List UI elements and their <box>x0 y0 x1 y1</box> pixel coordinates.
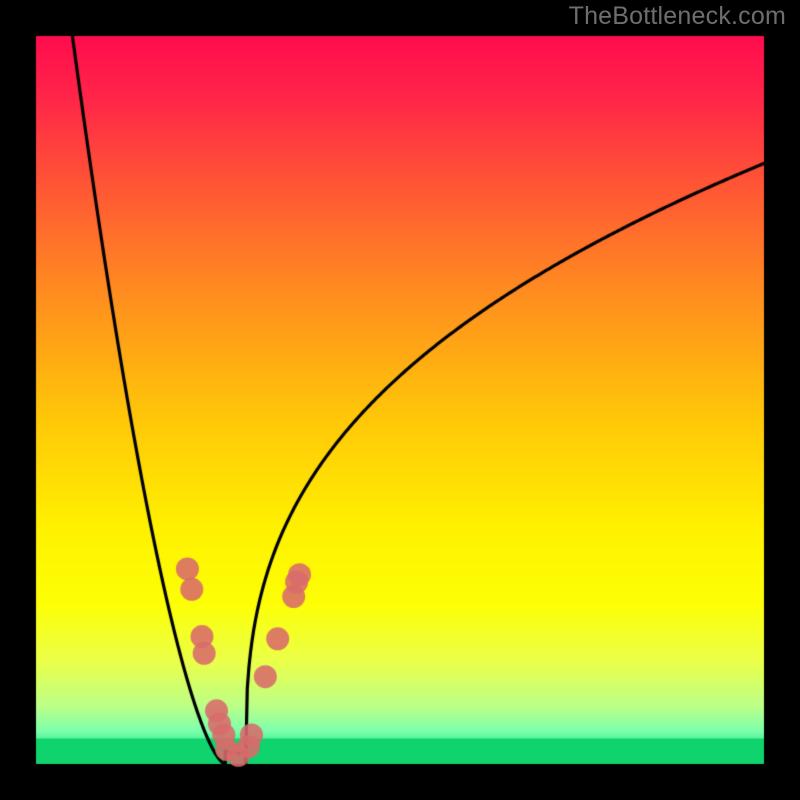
bottleneck-chart-canvas <box>0 0 800 800</box>
chart-stage: TheBottleneck.com <box>0 0 800 800</box>
watermark-label: TheBottleneck.com <box>569 2 786 31</box>
